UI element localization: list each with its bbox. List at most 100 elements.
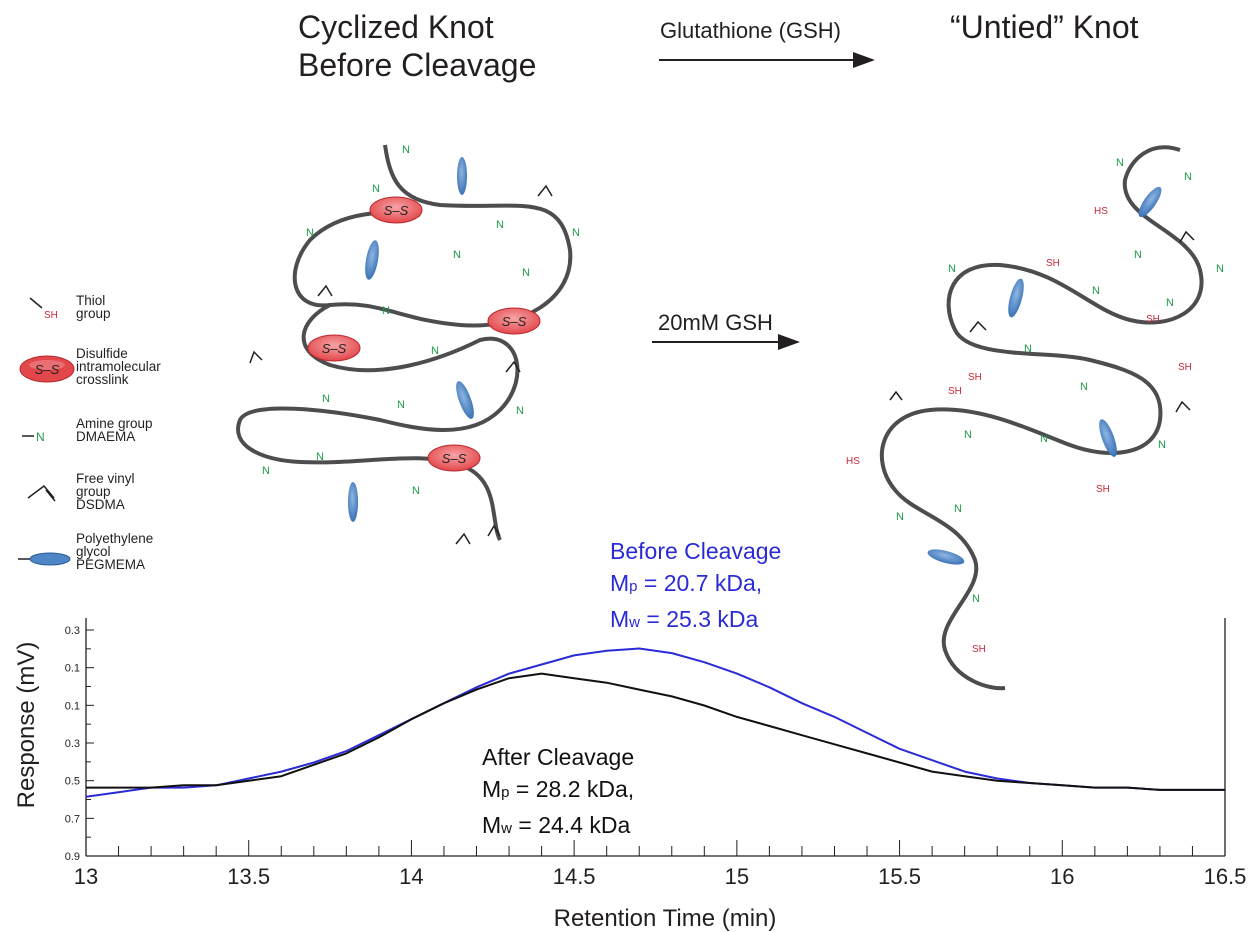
amine-a12: N <box>516 405 524 417</box>
amine-a4: N <box>572 227 580 239</box>
peg-u4 <box>927 549 965 565</box>
legend-amine-label: Amine group DMAEMA <box>76 417 153 444</box>
legend-peg-label: Polyethylene glycol PEGMEMA <box>76 531 154 572</box>
untied-vinyls <box>889 230 1195 413</box>
legend-vinyl-line1: Free vinyl <box>76 471 135 486</box>
right-title: “Untied” Knot <box>950 9 1139 45</box>
before-mw-value: = 25.3 kDa <box>640 606 759 632</box>
amine-a7: N <box>522 267 530 279</box>
legend-disulfide-line3: crosslink <box>76 372 129 387</box>
x-tick-label: 16.5 <box>1204 864 1247 889</box>
amine-a11: N <box>397 399 405 411</box>
amine-a13: N <box>262 465 270 477</box>
thiol-u5: SH <box>948 386 962 397</box>
peg-icon <box>18 552 71 566</box>
after-mp: Mp = 28.2 kDa, <box>482 773 634 809</box>
molecule-diagrams: S–S S–S S–S S–S N N N N N N N N N N N N … <box>236 144 1224 691</box>
thiol-u7: HS <box>846 456 860 467</box>
after-mp-sub: p <box>501 784 510 801</box>
amine-a10: N <box>322 393 330 405</box>
amine-u7: N <box>1166 297 1174 309</box>
peg-u2 <box>1008 278 1024 318</box>
legend-peg-line3: PEGMEMA <box>76 557 146 572</box>
amine-a9: N <box>431 345 439 357</box>
amine-a6: N <box>453 249 461 261</box>
amine-u10: N <box>964 429 972 441</box>
cyclized-chain <box>292 144 573 328</box>
legend-vinyl-line3: DSDMA <box>76 497 125 512</box>
disulfide-3: S–S <box>307 334 361 362</box>
legend-thiol-line1: Thiol <box>76 293 106 308</box>
y-tick-label: 0.5 <box>65 776 80 788</box>
disulfide-4: S–S <box>427 444 481 472</box>
amine-u14: N <box>954 503 962 515</box>
peg-1 <box>457 157 467 195</box>
legend-disulfide-line1: Disulfide <box>76 346 128 361</box>
legend-thiol-line2: group <box>76 306 111 321</box>
disulfide-icon: S–S <box>19 355 75 383</box>
disulfide-3-label: S–S <box>322 341 347 356</box>
peg-u1 <box>1138 186 1162 218</box>
amine-u6: N <box>1092 285 1100 297</box>
amine-a1: N <box>402 144 410 156</box>
amine-a14: N <box>316 451 324 463</box>
thiol-u6: SH <box>1178 362 1192 373</box>
legend-vinyl-label: Free vinyl group DSDMA <box>76 471 135 512</box>
x-tick-label: 13.5 <box>227 864 270 889</box>
x-tick-label: 13 <box>74 864 98 889</box>
amine-u2: N <box>1184 171 1192 183</box>
thiol-u8: SH <box>1096 484 1110 495</box>
amine-u12: N <box>1158 439 1166 451</box>
amine-u9: N <box>1080 381 1088 393</box>
thiol-icon: SH <box>29 297 58 320</box>
y-tick-label: 0.7 <box>65 813 80 825</box>
untied-chain <box>879 145 1204 691</box>
amine-a5: N <box>306 227 314 239</box>
peg-2 <box>365 240 379 280</box>
left-title-line2: Before Cleavage <box>298 47 537 83</box>
legend-disulfide-line2: intramolecular <box>76 359 161 374</box>
series-line-after-cleavage <box>86 672 1225 791</box>
legend-disulfide-label: Disulfide intramolecular crosslink <box>76 346 161 387</box>
peg-4 <box>348 482 358 522</box>
middle-arrow-label: 20mM GSH <box>658 310 773 335</box>
series-line-before-cleavage <box>85 647 1225 798</box>
y-tick-label: 0.3 <box>65 625 80 637</box>
x-axis-label: Retention Time (min) <box>554 905 777 932</box>
header-arrow-label: Glutathione (GSH) <box>660 18 841 43</box>
amine-u13: N <box>896 511 904 523</box>
amine-a15: N <box>412 485 420 497</box>
peg-3 <box>456 381 474 419</box>
disulfide-4-label: S–S <box>442 451 467 466</box>
before-title: Before Cleavage <box>610 538 782 564</box>
amine-icon: N <box>22 430 45 444</box>
x-tick-label: 14 <box>399 864 423 889</box>
y-tick-label: 0.9 <box>65 851 80 863</box>
after-mw-prefix: M <box>482 812 502 838</box>
y-tick-label: 0.3 <box>65 738 80 750</box>
chart-series <box>85 647 1225 798</box>
before-mp: Mp = 20.7 kDa, <box>610 567 781 603</box>
disulfide-legend-sym: S–S <box>35 362 60 377</box>
before-mw-prefix: M <box>610 606 630 632</box>
legend-peg-line2: glycol <box>76 544 111 559</box>
y-tick-label: 0.1 <box>65 663 80 675</box>
amine-u5: N <box>948 263 956 275</box>
after-mp-value: = 28.2 kDa, <box>509 776 635 802</box>
legend-thiol-label: Thiol group <box>76 293 111 321</box>
before-mp-value: = 20.7 kDa, <box>637 570 763 596</box>
x-tick-label: 16 <box>1050 864 1074 889</box>
amine-a2: N <box>372 183 380 195</box>
y-axis-label: Response (mV) <box>13 642 40 809</box>
thiol-u1: HS <box>1094 206 1108 217</box>
amine-legend-sym: N <box>36 430 45 444</box>
vinyl-icon <box>27 484 56 502</box>
amine-u1: N <box>1116 157 1124 169</box>
disulfide-1-label: S–S <box>384 203 409 218</box>
untied-knot: HS SH SH SH SH SH HS SH SH N N N N N N N… <box>846 145 1224 691</box>
cyclized-vinyls <box>249 184 553 545</box>
legend-amine-line2: DMAEMA <box>76 429 136 444</box>
cyclized-amines: N N N N N N N N N N N N N N N <box>262 144 580 497</box>
disulfide-2: S–S <box>487 307 541 335</box>
legend-peg-line1: Polyethylene <box>76 531 154 546</box>
